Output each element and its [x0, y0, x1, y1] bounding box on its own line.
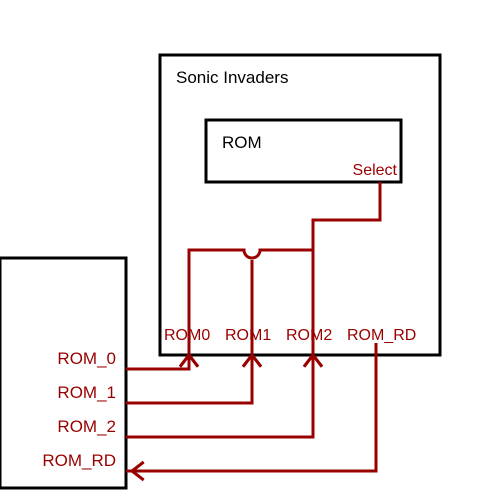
pin-label-rom2: ROM2 [286, 327, 332, 344]
wire-rom_2 [132, 355, 313, 437]
wire-rom_1 [132, 355, 252, 403]
ext-label-rom_2: ROM_2 [57, 417, 116, 436]
pin-label-rom_rd: ROM_RD [347, 327, 416, 344]
ext-label-rom_1: ROM_1 [57, 383, 116, 402]
pin-label-rom1: ROM1 [225, 327, 271, 344]
ext-label-rom_0: ROM_0 [57, 349, 116, 368]
rom-label: ROM [222, 133, 262, 152]
select-label: Select [353, 162, 398, 179]
ext-label-rom_rd: ROM_RD [42, 451, 116, 470]
module-box [160, 55, 440, 355]
pin-label-rom0: ROM0 [164, 327, 210, 344]
module-title: Sonic Invaders [176, 68, 288, 87]
wire-rom_rd [132, 355, 376, 471]
wire-select-to-rom0 [189, 190, 380, 343]
